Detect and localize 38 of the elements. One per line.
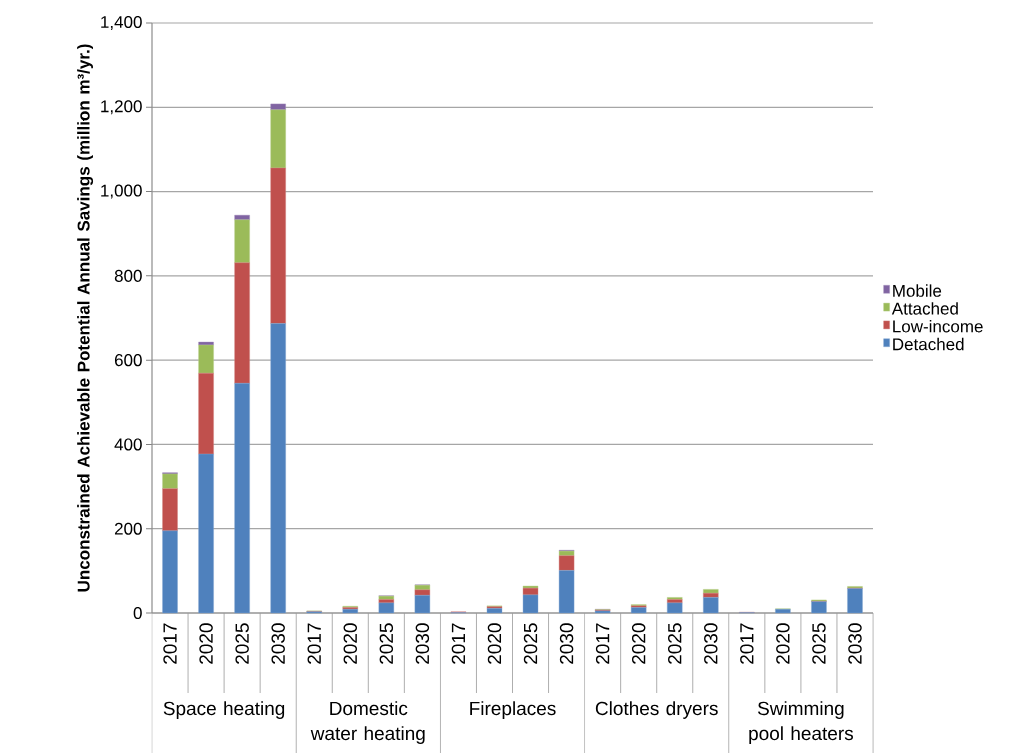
x-tick-label: 2020 [776, 623, 790, 664]
x-tick-label: 2030 [559, 623, 574, 664]
x-tick-label: 2025 [812, 623, 826, 664]
legend-label: Low-income [893, 320, 983, 333]
y-tick-label: 400 [114, 438, 142, 451]
legend-label: Detached [893, 337, 964, 351]
y-tick-label: 1,400 [101, 15, 142, 31]
x-tick-label: 2020 [631, 623, 646, 664]
x-tick-label: 2030 [704, 623, 718, 664]
y-tick-label: 1,000 [101, 184, 142, 199]
x-tick-label: 2020 [487, 623, 502, 664]
legend-label: Attached [891, 302, 958, 315]
x-tick-label: 2020 [199, 623, 213, 664]
text: Domestic water heating [310, 701, 425, 744]
x-tick-label: 2025 [235, 623, 249, 664]
text: Fireplaces [470, 701, 556, 719]
text: Space heating [163, 701, 285, 719]
text: Swimming pool heaters [749, 701, 854, 744]
y-tick-label: 600 [114, 354, 142, 367]
x-tick-label: 2030 [271, 623, 285, 664]
y-tick-label: 0 [133, 606, 142, 620]
y-axis-title: Unconstrained Achievable Potential Annual Savings (million m³/yr.) [77, 44, 94, 592]
y-tick-label: 1,200 [101, 100, 142, 115]
x-tick-label: 2025 [379, 623, 394, 664]
y-tick-label: 800 [114, 269, 142, 282]
x-tick-label: 2017 [595, 623, 610, 664]
x-tick-label: 2025 [523, 623, 538, 664]
x-tick-label: 2030 [848, 623, 862, 664]
y-tick-label: 200 [114, 522, 142, 535]
text: Clothes dryers [595, 701, 718, 719]
x-tick-label: 2017 [163, 623, 177, 664]
legend-label: Mobile [893, 284, 942, 297]
x-tick-label: 2030 [415, 623, 430, 664]
x-tick-label: 2017 [740, 623, 754, 664]
x-tick-label: 2025 [668, 623, 682, 664]
x-tick-label: 2020 [343, 623, 358, 664]
x-tick-label: 2017 [451, 623, 466, 664]
x-tick-label: 2017 [307, 623, 321, 664]
